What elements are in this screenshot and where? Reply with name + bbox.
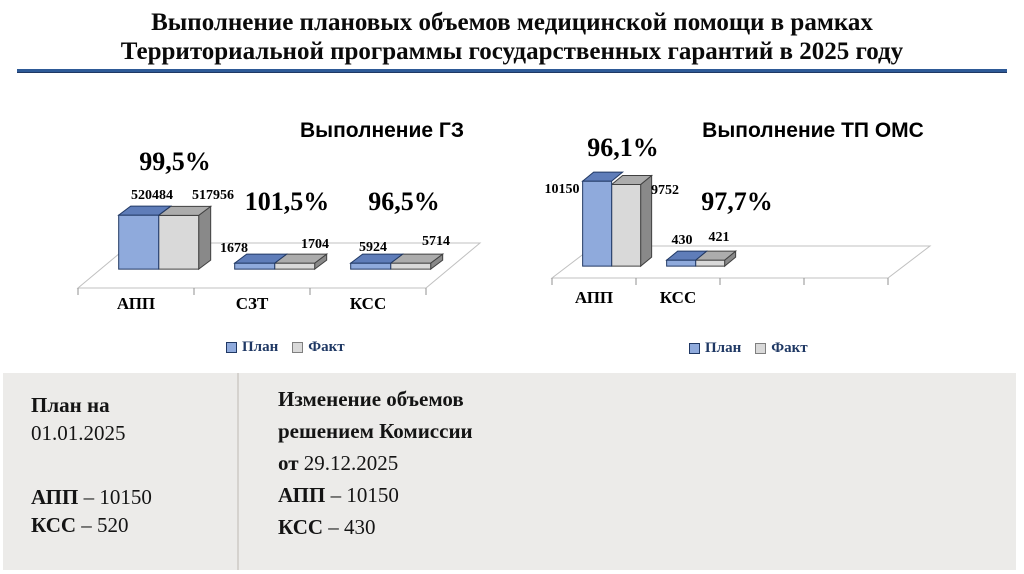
legend-label: Факт bbox=[771, 340, 808, 356]
category-label: КСС bbox=[349, 294, 387, 313]
category-label: АПП bbox=[116, 294, 156, 313]
footer-right-block: Изменение объемов решением Комиссии от 2… bbox=[278, 383, 473, 543]
footer-left-heading: План на bbox=[31, 391, 152, 419]
value-label-fact: 421 bbox=[708, 230, 730, 245]
legend-swatch-fact bbox=[755, 343, 767, 354]
legend-label: План bbox=[705, 340, 742, 356]
value-label-plan: 520484 bbox=[131, 188, 173, 203]
value-label-fact: 9752 bbox=[651, 183, 679, 198]
legend-item: Факт bbox=[755, 340, 808, 357]
footer-left-block: План на 01.01.2025 АПП – 10150 КСС – 520 bbox=[31, 391, 152, 539]
app-value: – 10150 bbox=[330, 483, 399, 507]
kss-label: КСС bbox=[31, 513, 77, 537]
bar-plan-top bbox=[233, 253, 289, 264]
app-value: – 10150 bbox=[83, 485, 152, 509]
bar-plan-top bbox=[117, 205, 173, 216]
bar-plan-top bbox=[581, 171, 625, 182]
slide-title-line1: Выполнение плановых объемов медицинской … bbox=[151, 9, 873, 36]
app-label: АПП bbox=[278, 483, 326, 507]
bar-fact-top bbox=[610, 174, 654, 185]
percent-label: 101,5% bbox=[244, 187, 330, 216]
slide-title: Выполнение плановых объемов медицинской … bbox=[0, 8, 1024, 66]
legend-label: План bbox=[242, 339, 279, 355]
legend-label: Факт bbox=[308, 339, 345, 355]
footer-right-kss-line: КСС – 430 bbox=[278, 511, 473, 543]
value-label-fact: 1704 bbox=[301, 237, 329, 252]
bar-plan-top bbox=[349, 253, 405, 264]
value-label-plan: 10150 bbox=[544, 182, 580, 197]
percent-label: 96,5% bbox=[368, 187, 440, 216]
percent-label: 97,7% bbox=[701, 187, 773, 216]
legend-item: План bbox=[226, 339, 278, 356]
chart-title: Выполнение ТП ОМС bbox=[702, 119, 924, 142]
category-label: АПП bbox=[574, 288, 614, 307]
change-heading-line2: решением Комиссии bbox=[278, 419, 473, 443]
chart-legend: План Факт bbox=[689, 340, 808, 357]
footer-right-app-line: АПП – 10150 bbox=[278, 479, 473, 511]
chart-title: Выполнение ГЗ bbox=[300, 119, 464, 142]
percent-label: 99,5% bbox=[139, 147, 211, 176]
title-rule bbox=[17, 69, 1007, 73]
legend-swatch-fact bbox=[292, 342, 304, 353]
kss-label: КСС bbox=[278, 515, 324, 539]
footer-left-app-line: АПП – 10150 bbox=[31, 483, 152, 511]
category-label: СЗТ bbox=[235, 294, 269, 313]
footer-right-heading1: Изменение объемов bbox=[278, 383, 473, 415]
chart-legend: План Факт bbox=[226, 339, 345, 356]
slide-title-line2: Территориальной программы государственны… bbox=[120, 38, 904, 65]
value-label-plan: 1678 bbox=[220, 241, 248, 256]
legend-item: План bbox=[689, 340, 741, 357]
value-label-plan: 5924 bbox=[359, 240, 387, 255]
footer-right-heading2: решением Комиссии bbox=[278, 415, 473, 447]
legend-swatch-plan bbox=[689, 343, 700, 354]
kss-value: – 430 bbox=[328, 515, 376, 539]
value-label-plan: 430 bbox=[671, 233, 693, 248]
plan-on-label: План на bbox=[31, 393, 110, 417]
value-label-fact: 517956 bbox=[192, 188, 234, 203]
bar-plan-top bbox=[665, 250, 709, 261]
app-label: АПП bbox=[31, 485, 79, 509]
plan-date: 01.01.2025 bbox=[31, 421, 126, 445]
commission-date: 29.12.2025 bbox=[303, 451, 399, 475]
value-label-fact: 5714 bbox=[422, 234, 450, 249]
kss-value: – 520 bbox=[81, 513, 129, 537]
change-heading-line1: Изменение объемов bbox=[278, 387, 464, 411]
category-label: КСС bbox=[659, 288, 697, 307]
legend-item: Факт bbox=[292, 339, 345, 356]
footer-right-date-line: от 29.12.2025 bbox=[278, 447, 473, 479]
percent-label: 96,1% bbox=[587, 133, 659, 162]
legend-swatch-plan bbox=[226, 342, 237, 353]
footer-panel: План на 01.01.2025 АПП – 10150 КСС – 520… bbox=[3, 373, 1016, 570]
footer-left-date: 01.01.2025 bbox=[31, 419, 152, 447]
date-prefix: от bbox=[278, 451, 299, 475]
footer-divider bbox=[237, 373, 239, 570]
footer-left-kss-line: КСС – 520 bbox=[31, 511, 152, 539]
